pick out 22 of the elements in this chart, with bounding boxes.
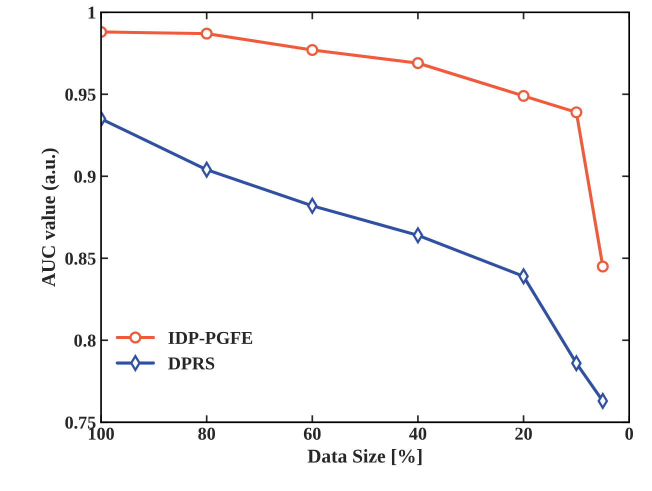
x-tick-label: 20 [515, 428, 532, 440]
x-axis-title: Data Size [%] [308, 449, 422, 466]
legend-label: IDP-PGFE [168, 332, 252, 344]
legend-label: DPRS [168, 357, 214, 370]
point [570, 106, 582, 118]
y-tick-label: 0.95 [65, 88, 96, 101]
point [306, 44, 318, 56]
x-tick-label: 100 [88, 428, 114, 440]
x-tick-label: 40 [409, 428, 426, 440]
y-tick-label: 1 [88, 6, 96, 19]
point [518, 90, 530, 102]
y-tick-label: 0.75 [65, 416, 96, 429]
point [412, 57, 424, 70]
y-tick-label: 0.9 [74, 170, 96, 183]
y-axis-title: AUC value (a.u.) [41, 148, 60, 287]
y-tick-label: 0.8 [74, 334, 96, 347]
x-tick-label: 80 [198, 428, 216, 440]
point [596, 260, 609, 272]
x-tick-label: 0 [625, 428, 634, 440]
point [200, 28, 213, 40]
y-tick-label: 0.85 [65, 252, 96, 265]
x-tick-label: 60 [304, 428, 321, 440]
